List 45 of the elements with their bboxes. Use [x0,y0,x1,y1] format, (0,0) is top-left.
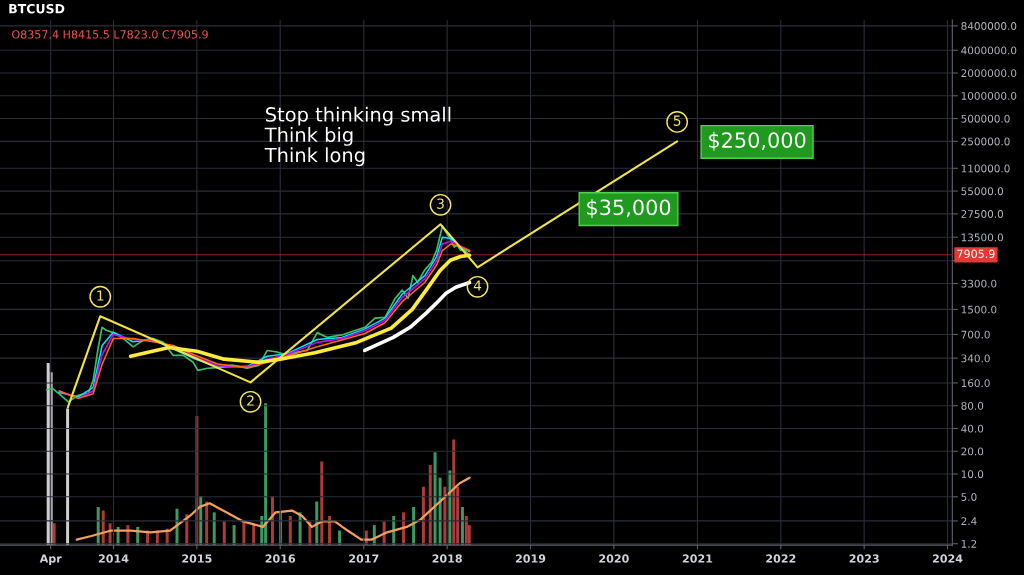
annotation: 3 [437,198,444,209]
y-tick-label: 3300.0 [961,279,997,288]
y-tick-label: 250000.0 [961,137,1010,146]
annotation: 5 [673,115,681,126]
y-tick-label: 5.0 [961,493,977,501]
y-tick-label: 55000.0 [961,187,1004,196]
x-tick-label: 2019 [515,554,546,563]
x-tick-label: Apr [39,554,62,565]
y-tick-label: 4000000.0 [961,46,1017,55]
y-tick-label: 8400000.0 [961,22,1017,30]
x-tick-label: 2015 [182,554,212,563]
x-tick-label: 2020 [599,554,629,563]
y-tick-label: 80.0 [961,401,984,410]
y-tick-label: 700.0 [961,330,990,339]
annotation: O8357.4 H8415.5 L7823.0 C7905.9 [12,30,208,39]
y-tick-label: 160.0 [961,379,990,388]
x-tick-label: 2017 [349,554,379,563]
x-tick-label: 2021 [682,554,713,563]
y-tick-label: 27500.0 [961,210,1004,218]
annotation: Stop thinking small Think big Think long [264,106,451,167]
y-tick-label: 500000.0 [961,114,1010,123]
y-tick-label: 20.0 [961,447,984,456]
x-tick-label: 2023 [849,554,879,563]
y-tick-label: 1.2 [961,539,977,548]
y-tick-label: 2000000.0 [961,69,1017,78]
chart-title: BTCUSD [9,3,65,14]
y-tick-label: 1000000.0 [961,92,1017,100]
x-tick-label: 2022 [766,554,796,563]
y-tick-label: 40.0 [961,424,984,433]
y-tick-label: 110000.0 [961,164,1010,173]
y-tick-label: 10.0 [961,470,984,479]
x-tick-label: 2016 [265,554,296,563]
x-tick-label: 2018 [432,554,462,563]
annotation: $35,000 [587,199,671,218]
y-tick-label: 1500.0 [961,305,997,314]
x-tick-label: 2014 [98,554,129,563]
x-tick-label: 2024 [932,554,963,563]
ref-line-label: 7905.9 [957,249,995,259]
y-tick-label: 2.4 [961,517,977,525]
annotation: $250,000 [709,131,806,151]
y-tick-label: 340.0 [961,354,990,363]
annotation: 2 [247,395,254,406]
y-tick-label: 13500.0 [961,233,1004,242]
annotation: 1 [97,290,104,301]
annotation: 4 [473,280,482,291]
